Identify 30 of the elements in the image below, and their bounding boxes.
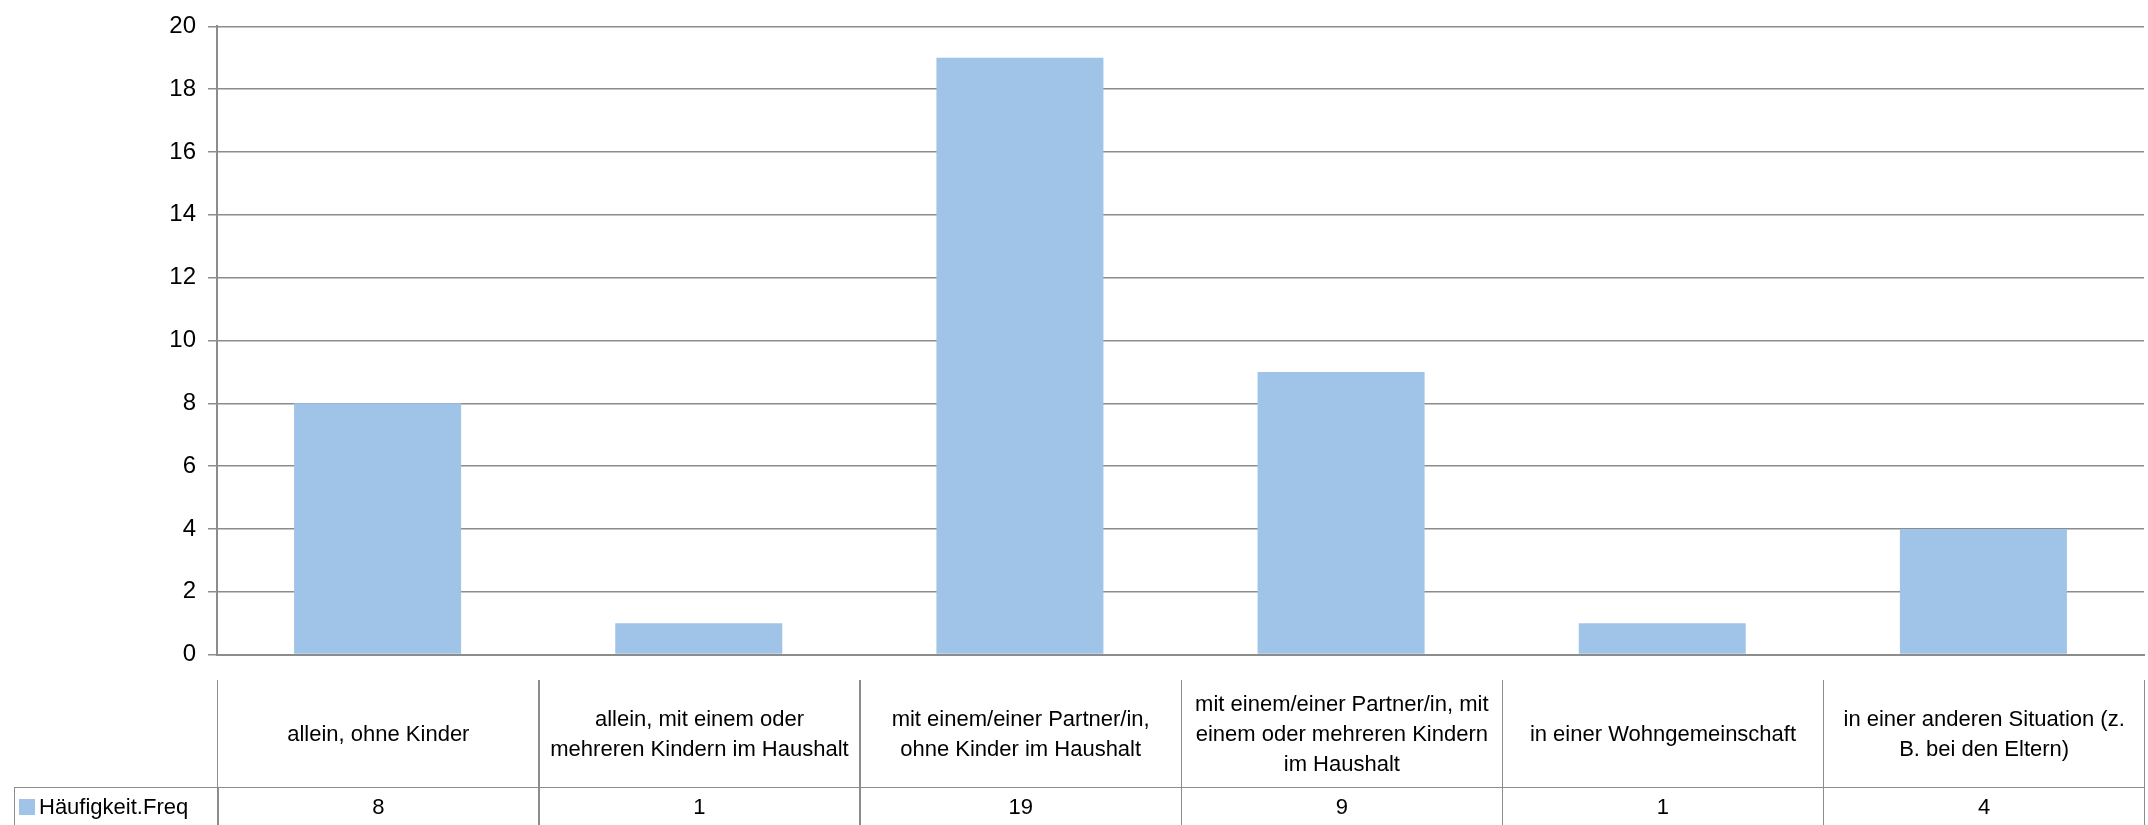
y-tick-label: 16 bbox=[169, 136, 196, 164]
data-label: 1 bbox=[693, 792, 706, 821]
data-label: 4 bbox=[1978, 792, 1991, 821]
data-label: 8 bbox=[372, 792, 385, 821]
x-tick-label: in einer anderen Situation (z. B. bei den Eltern) bbox=[1842, 704, 2126, 763]
bar bbox=[1578, 623, 1746, 654]
data-label: 9 bbox=[1335, 792, 1348, 821]
data-label: 1 bbox=[1656, 792, 1670, 821]
y-tick-label: 2 bbox=[182, 576, 196, 604]
x-tick-label: mit einem/einer Partner/in, mit einem oder mehreren Kindern im Haushalt bbox=[1194, 689, 1490, 778]
bar bbox=[1257, 371, 1425, 654]
bar bbox=[294, 403, 462, 654]
y-tick-label: 20 bbox=[169, 11, 196, 39]
bar bbox=[936, 57, 1104, 654]
y-tick-label: 0 bbox=[182, 639, 196, 667]
x-tick-label: allein, ohne Kinder bbox=[287, 719, 470, 748]
x-tick-label: allein, mit einem oder mehreren Kindern im Haushalt bbox=[549, 704, 850, 763]
data-label: 19 bbox=[1008, 792, 1033, 821]
y-tick-label: 6 bbox=[182, 450, 196, 478]
y-tick-label: 10 bbox=[169, 325, 196, 353]
legend-label: Häufigkeit.Freq bbox=[39, 792, 189, 821]
x-tick-label: in einer Wohngemeinschaft bbox=[1529, 719, 1797, 748]
y-tick-label: 8 bbox=[182, 387, 196, 415]
y-tick-label: 14 bbox=[169, 199, 196, 227]
bar bbox=[1899, 528, 2067, 654]
y-tick-label: 4 bbox=[182, 513, 196, 541]
y-tick-label: 12 bbox=[169, 262, 196, 290]
x-tick-label: mit einem/einer Partner/in, ohne Kinder im Haushalt bbox=[890, 704, 1151, 763]
y-tick-label: 18 bbox=[169, 73, 196, 101]
bar bbox=[615, 623, 783, 654]
